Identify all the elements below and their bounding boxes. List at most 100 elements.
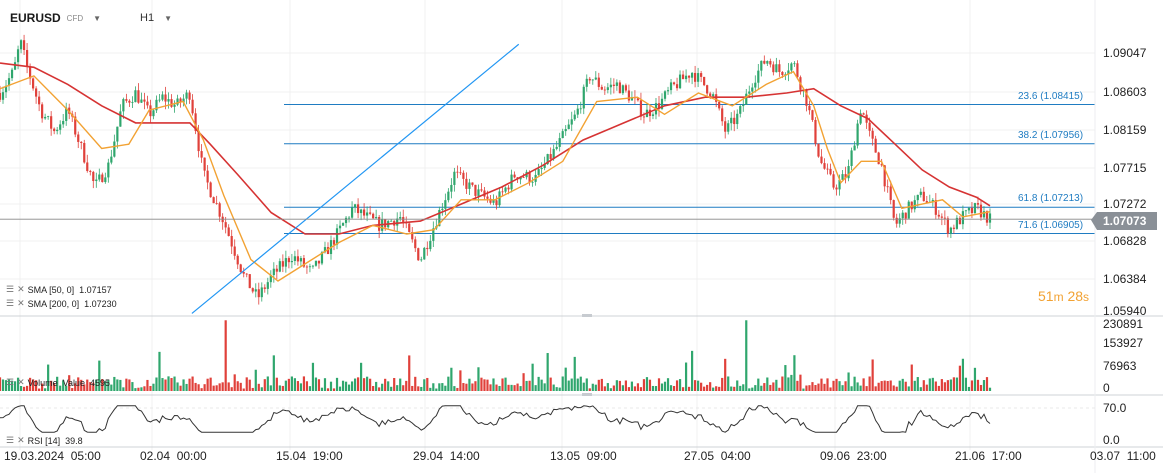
caret-down-icon[interactable]: ▼ bbox=[164, 13, 172, 23]
candle-body bbox=[612, 84, 615, 86]
volume-axis[interactable]: 230891 153927 76963 0 bbox=[1103, 317, 1143, 395]
candle-body bbox=[522, 176, 525, 178]
candle-body bbox=[853, 145, 856, 151]
candle-body bbox=[290, 260, 293, 263]
fibonacci-levels[interactable] bbox=[284, 104, 1095, 235]
volume-bar bbox=[326, 388, 330, 391]
caret-down-icon[interactable]: ▼ bbox=[93, 13, 102, 23]
volume-bar bbox=[561, 376, 564, 391]
price-axis[interactable]: 1.09047 1.08603 1.08159 1.07715 1.07272 … bbox=[1103, 46, 1147, 318]
candle-body bbox=[859, 113, 862, 124]
close-icon[interactable]: ✕ bbox=[17, 284, 25, 294]
fib-level-label: 61.8 (1.07213) bbox=[1018, 193, 1084, 205]
volume-bar bbox=[531, 363, 534, 391]
volume-bar bbox=[715, 386, 718, 391]
legend-volume[interactable]: ☰ ✕ Volume Value 4595 bbox=[6, 377, 110, 388]
volume-bar bbox=[432, 383, 435, 391]
candle-body bbox=[302, 258, 306, 267]
candle-body bbox=[326, 247, 330, 255]
volume-bar bbox=[853, 376, 856, 391]
symbol-selector[interactable]: EURUSD CFD ▼ bbox=[10, 8, 101, 28]
settings-icon[interactable]: ☰ bbox=[6, 435, 15, 445]
pane-resize-handle[interactable] bbox=[582, 314, 592, 317]
candle-body bbox=[450, 184, 453, 192]
candle-body bbox=[468, 182, 471, 189]
settings-icon[interactable]: ☰ bbox=[6, 298, 15, 308]
close-icon[interactable]: ✕ bbox=[17, 377, 25, 387]
trend-line[interactable] bbox=[191, 43, 520, 314]
volume-bar bbox=[248, 379, 251, 391]
interval-selector[interactable]: H1 ▼ bbox=[140, 8, 172, 28]
volume-bar bbox=[266, 376, 269, 391]
settings-icon[interactable]: ☰ bbox=[6, 377, 15, 387]
time-tick: 09.06 23:00 bbox=[820, 449, 887, 463]
candle-body bbox=[742, 104, 745, 107]
volume-bar bbox=[763, 383, 766, 391]
volume-bar bbox=[931, 377, 934, 391]
candle-body bbox=[146, 101, 149, 106]
volume-bar bbox=[645, 377, 649, 391]
volume-bar bbox=[727, 376, 730, 391]
candle-body bbox=[841, 174, 844, 180]
candle-body bbox=[835, 187, 838, 190]
sma-50-line bbox=[0, 70, 991, 282]
close-icon[interactable]: ✕ bbox=[17, 435, 25, 445]
candle-body bbox=[495, 200, 498, 206]
interval-label: H1 bbox=[140, 12, 155, 24]
legend-sma50[interactable]: ☰ ✕ SMA [50, 0] 1.07157 bbox=[6, 284, 112, 295]
volume-bar bbox=[299, 383, 303, 391]
candle-body bbox=[209, 182, 212, 198]
legend-sma200[interactable]: ☰ ✕ SMA [200, 0] 1.07230 bbox=[6, 298, 117, 309]
volume-bar bbox=[296, 381, 300, 391]
candle-body bbox=[805, 89, 808, 106]
candle-body bbox=[961, 211, 965, 225]
volume-bar bbox=[805, 385, 808, 391]
candle-body bbox=[763, 60, 766, 64]
current-price-label: 1.07073 bbox=[1103, 214, 1147, 228]
volume-bar bbox=[56, 376, 59, 391]
candle-body bbox=[979, 204, 983, 218]
legend-rsi[interactable]: ☰ ✕ RSI [14] 39.8 bbox=[6, 435, 83, 446]
candle-body bbox=[80, 141, 83, 143]
candle-body bbox=[877, 152, 880, 165]
candle-body bbox=[663, 91, 667, 99]
volume-bar bbox=[287, 378, 290, 391]
fib-level-label: 23.6 (1.08415) bbox=[1018, 90, 1084, 102]
candle-body bbox=[59, 124, 62, 130]
volume-bar bbox=[513, 385, 516, 391]
candle-body bbox=[826, 168, 829, 170]
volume-bar bbox=[943, 382, 946, 391]
candle-body bbox=[796, 63, 799, 78]
volume-bar bbox=[302, 376, 306, 391]
candle-body bbox=[609, 84, 612, 88]
candle-body bbox=[266, 282, 269, 289]
volume-bar bbox=[549, 377, 552, 391]
candle-body bbox=[772, 64, 775, 73]
volume-bar bbox=[745, 320, 748, 391]
candle-body bbox=[432, 228, 435, 241]
volume-bar bbox=[712, 387, 715, 391]
rsi-axis[interactable]: 70.0 0.0 bbox=[1103, 401, 1127, 447]
settings-icon[interactable]: ☰ bbox=[6, 284, 15, 294]
volume-bar bbox=[399, 378, 402, 391]
candle-body bbox=[167, 99, 170, 102]
volume-bar bbox=[10, 380, 14, 391]
candle-body bbox=[38, 96, 41, 105]
candle-body bbox=[555, 146, 558, 149]
volume-bar bbox=[122, 387, 125, 391]
candle-body bbox=[32, 78, 35, 89]
price-tag-shape bbox=[1091, 212, 1157, 230]
time-axis[interactable]: 19.03.2024 05:00 02.04 00:00 15.04 19:00… bbox=[4, 449, 1156, 463]
volume-bar bbox=[311, 362, 315, 391]
close-icon[interactable]: ✕ bbox=[17, 298, 25, 308]
pane-resize-handle[interactable] bbox=[582, 393, 592, 396]
candle-body bbox=[775, 64, 778, 73]
volume-bar bbox=[369, 378, 372, 391]
price-tick: 1.06828 bbox=[1103, 234, 1147, 248]
candle-body bbox=[465, 178, 468, 189]
volume-bar bbox=[630, 381, 634, 391]
candle-body bbox=[901, 212, 904, 219]
volume-bar bbox=[633, 386, 637, 391]
candle-body bbox=[703, 76, 706, 86]
